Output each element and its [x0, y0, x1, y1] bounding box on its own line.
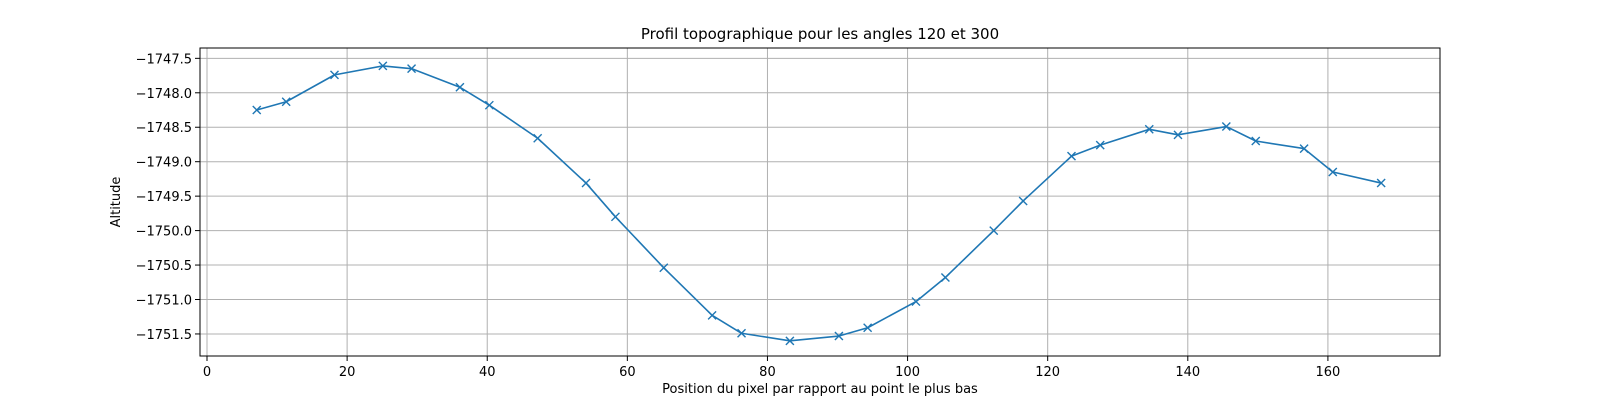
- x-tick-label: 140: [1175, 365, 1200, 380]
- data-point-marker: [1251, 136, 1261, 146]
- data-point-marker: [737, 328, 747, 338]
- data-point-marker: [581, 178, 591, 188]
- data-point-marker: [707, 310, 717, 320]
- data-point-marker: [330, 70, 340, 80]
- x-tick-label: 160: [1315, 365, 1340, 380]
- data-point-marker: [407, 64, 417, 74]
- y-tick-label: −1747.5: [136, 52, 192, 67]
- x-tick-label: 60: [619, 365, 636, 380]
- marker-stroke: [940, 272, 950, 282]
- data-point-marker: [1221, 122, 1231, 132]
- data-point-marker: [911, 297, 921, 307]
- marker-stroke: [484, 100, 494, 110]
- data-point-marker: [610, 212, 620, 222]
- marker-stroke: [989, 226, 999, 236]
- marker-stroke: [1067, 151, 1076, 161]
- marker-stroke: [330, 70, 340, 80]
- data-point-marker: [834, 331, 844, 341]
- axes-frame-layer: [199, 47, 1441, 357]
- data-point-marker: [1299, 144, 1309, 154]
- y-tick-label: −1750.5: [136, 259, 192, 274]
- data-point-marker: [1018, 196, 1028, 206]
- marker-stroke: [533, 133, 543, 143]
- y-axis-label: Altitude: [109, 177, 124, 228]
- marker-stroke: [737, 328, 747, 338]
- marker-stroke: [1144, 124, 1154, 134]
- ticks-layer: 0 20 40 60 80 100 120 140 160 −1747.5 −1748.0 −1748…: [136, 52, 1341, 380]
- x-tick-label: 120: [1035, 365, 1060, 380]
- data-point-marker: [378, 61, 388, 71]
- data-point-marker: [455, 82, 465, 92]
- data-point-marker: [1095, 140, 1105, 150]
- marker-stroke: [1221, 122, 1231, 132]
- marker-stroke: [455, 82, 465, 92]
- x-tick-label: 20: [339, 365, 356, 380]
- data-point-marker: [252, 105, 262, 115]
- axes-frame: [199, 47, 1441, 357]
- marker-stroke: [1018, 196, 1028, 206]
- marker-stroke: [834, 331, 844, 341]
- x-tick-label: 40: [479, 365, 496, 380]
- data-point-marker: [281, 97, 291, 107]
- marker-stroke: [863, 323, 873, 333]
- chart-title: Profil topographique pour les angles 120…: [641, 25, 999, 43]
- data-point-marker: [863, 323, 873, 333]
- marker-stroke: [610, 212, 620, 222]
- data-point-marker: [1376, 178, 1386, 188]
- series-layer: [252, 61, 1386, 346]
- data-point-marker: [533, 133, 543, 143]
- marker-stroke: [1328, 167, 1338, 177]
- y-tick-label: −1751.0: [136, 293, 192, 308]
- data-point-marker: [940, 272, 950, 282]
- marker-stroke: [1173, 130, 1183, 140]
- y-tick-label: −1750.0: [136, 225, 192, 240]
- grid: [200, 48, 1440, 356]
- y-tick-label: −1748.0: [136, 87, 192, 102]
- data-point-marker: [1067, 151, 1076, 161]
- marker-stroke: [281, 97, 291, 107]
- marker-stroke: [252, 105, 262, 115]
- marker-stroke: [378, 61, 388, 71]
- x-tick-label: 100: [895, 365, 920, 380]
- data-point-marker: [1144, 124, 1154, 134]
- marker-stroke: [911, 297, 921, 307]
- data-point-marker: [785, 336, 795, 346]
- marker-stroke: [1376, 178, 1386, 188]
- marker-stroke: [659, 263, 669, 273]
- marker-stroke: [785, 336, 795, 346]
- data-point-marker: [1328, 167, 1338, 177]
- x-tick-label: 80: [759, 365, 776, 380]
- y-tick-label: −1749.0: [136, 156, 192, 171]
- marker-stroke: [407, 64, 417, 74]
- marker-stroke: [707, 310, 717, 320]
- marker-stroke: [581, 178, 591, 188]
- data-point-marker: [1173, 130, 1183, 140]
- y-tick-label: −1748.5: [136, 121, 192, 136]
- y-tick-label: −1751.5: [136, 328, 192, 343]
- y-tick-label: −1749.5: [136, 190, 192, 205]
- data-point-marker: [989, 226, 999, 236]
- marker-stroke: [1095, 140, 1105, 150]
- marker-stroke: [1251, 136, 1261, 146]
- x-axis-label: Position du pixel par rapport au point l…: [662, 382, 978, 397]
- data-point-marker: [659, 263, 669, 273]
- data-point-marker: [484, 100, 494, 110]
- x-tick-label: 0: [203, 365, 211, 380]
- marker-stroke: [1299, 144, 1309, 154]
